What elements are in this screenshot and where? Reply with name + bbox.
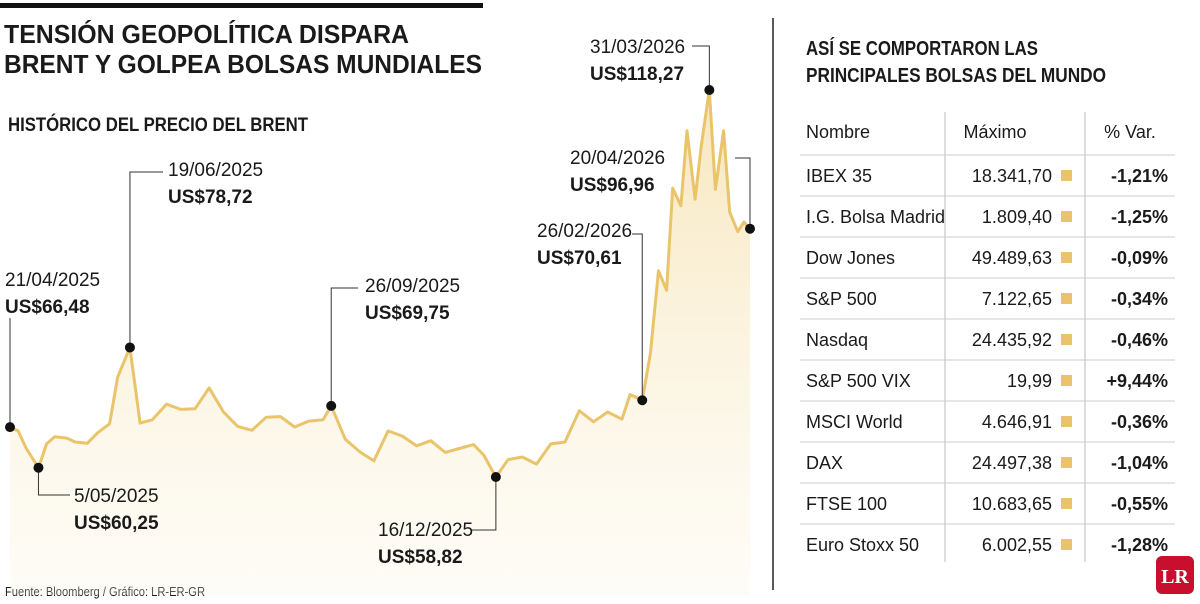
column-header: % Var. — [1104, 122, 1156, 142]
table-cell: S&P 500 — [806, 289, 877, 309]
table-cell: Nasdaq — [806, 330, 868, 350]
annotation-point — [5, 422, 15, 433]
column-header: Máximo — [963, 122, 1026, 142]
annotation-price: US$96,96 — [570, 175, 655, 196]
annotation-price: US$69,75 — [365, 303, 450, 324]
top-bar — [0, 3, 483, 8]
leader-line — [692, 45, 710, 90]
table-title: ASÍ SE COMPORTARON LAS — [806, 37, 1038, 60]
table-cell: 6.002,55 — [982, 535, 1052, 555]
table-cell: -0,09% — [1111, 248, 1168, 268]
table-title: PRINCIPALES BOLSAS DEL MUNDO — [806, 65, 1106, 87]
table-cell: 7.122,65 — [982, 289, 1052, 309]
annotation-price: US$70,61 — [537, 248, 622, 269]
table-cell: DAX — [806, 453, 843, 473]
leader-line — [735, 157, 751, 229]
chart-subtitle: HISTÓRICO DEL PRECIO DEL BRENT — [8, 114, 308, 136]
table-cell: Euro Stoxx 50 — [806, 535, 919, 555]
marker-square — [1061, 457, 1072, 468]
table-cell: IBEX 35 — [806, 166, 872, 186]
annotation-date: 26/09/2025 — [365, 276, 460, 297]
table-cell: -0,36% — [1111, 412, 1168, 432]
table-cell: 24.497,38 — [972, 453, 1052, 473]
table-cell: FTSE 100 — [806, 494, 887, 514]
table-cell: 24.435,92 — [972, 330, 1052, 350]
annotation-point — [124, 342, 135, 353]
annotation-point — [745, 223, 755, 234]
annotation-point — [326, 400, 337, 411]
leader-line — [129, 171, 163, 348]
table-cell: 1.809,40 — [982, 207, 1052, 227]
marker-square — [1061, 252, 1072, 263]
table-cell: 19,99 — [1007, 371, 1052, 391]
annotation-date: 16/12/2025 — [378, 520, 473, 541]
logo: LR — [1161, 566, 1189, 588]
logo-badge — [1156, 556, 1194, 594]
leader-line — [330, 287, 358, 406]
annotation-price: US$78,72 — [168, 187, 253, 208]
annotation-price: US$66,48 — [5, 297, 90, 318]
column-header: Nombre — [806, 122, 870, 142]
marker-square — [1061, 211, 1072, 222]
annotation-point — [637, 395, 648, 406]
annotation-price: US$118,27 — [590, 64, 684, 85]
marker-square — [1061, 375, 1072, 386]
table-cell: MSCI World — [806, 412, 903, 432]
annotation-point — [33, 462, 44, 473]
table-cell: Dow Jones — [806, 248, 895, 268]
table-cell: -1,21% — [1111, 166, 1168, 186]
annotation-point — [490, 472, 501, 482]
chart-area: 21/04/2025 US$66,48 5/05/2025 US$60,25 19/06… — [5, 37, 755, 595]
annotation-date: 5/05/2025 — [74, 486, 159, 507]
marker-square — [1061, 539, 1072, 550]
marker-square — [1061, 170, 1072, 181]
marker-square — [1061, 293, 1072, 304]
table-cell: -1,28% — [1111, 535, 1168, 555]
table-cell: -0,34% — [1111, 289, 1168, 309]
leader-line — [37, 467, 70, 496]
annotation-date: 31/03/2026 — [590, 37, 685, 58]
table: Nombre Máximo % Var. IBEX 35 18.341,70 -1,21%… — [800, 112, 1175, 562]
marker-square — [1061, 334, 1072, 345]
table-cell: 49.489,63 — [972, 248, 1052, 268]
marker-square — [1061, 416, 1072, 427]
table-cell: 18.341,70 — [972, 166, 1052, 186]
area — [10, 90, 750, 595]
annotation-date: 19/06/2025 — [168, 160, 263, 181]
title-line: BRENT Y GOLPEA BOLSAS MUNDIALES — [4, 49, 482, 79]
table-cell: I.G. Bolsa Madrid — [806, 207, 945, 227]
table-cell: -0,46% — [1111, 330, 1168, 350]
table-cell: 10.683,65 — [972, 494, 1052, 514]
table-cell: -1,25% — [1111, 207, 1168, 227]
annotation-point — [704, 85, 715, 95]
marker-square — [1061, 498, 1072, 509]
table-cell: -1,04% — [1111, 453, 1168, 473]
annotation-price: US$60,25 — [74, 513, 159, 534]
annotation-date: 21/04/2025 — [5, 270, 100, 291]
leader-line — [632, 233, 643, 401]
table-cell: S&P 500 VIX — [806, 371, 911, 391]
annotation-date: 20/04/2026 — [570, 148, 665, 169]
table-cell: 4.646,91 — [982, 412, 1052, 432]
table-cell: +9,44% — [1106, 371, 1168, 391]
title-line: TENSIÓN GEOPOLÍTICA DISPARA — [4, 19, 409, 49]
annotation-price: US$58,82 — [378, 547, 463, 568]
annotation-date: 26/02/2026 — [537, 221, 632, 242]
table-cell: -0,55% — [1111, 494, 1168, 514]
leader-line — [472, 477, 497, 531]
line — [9, 88, 752, 479]
